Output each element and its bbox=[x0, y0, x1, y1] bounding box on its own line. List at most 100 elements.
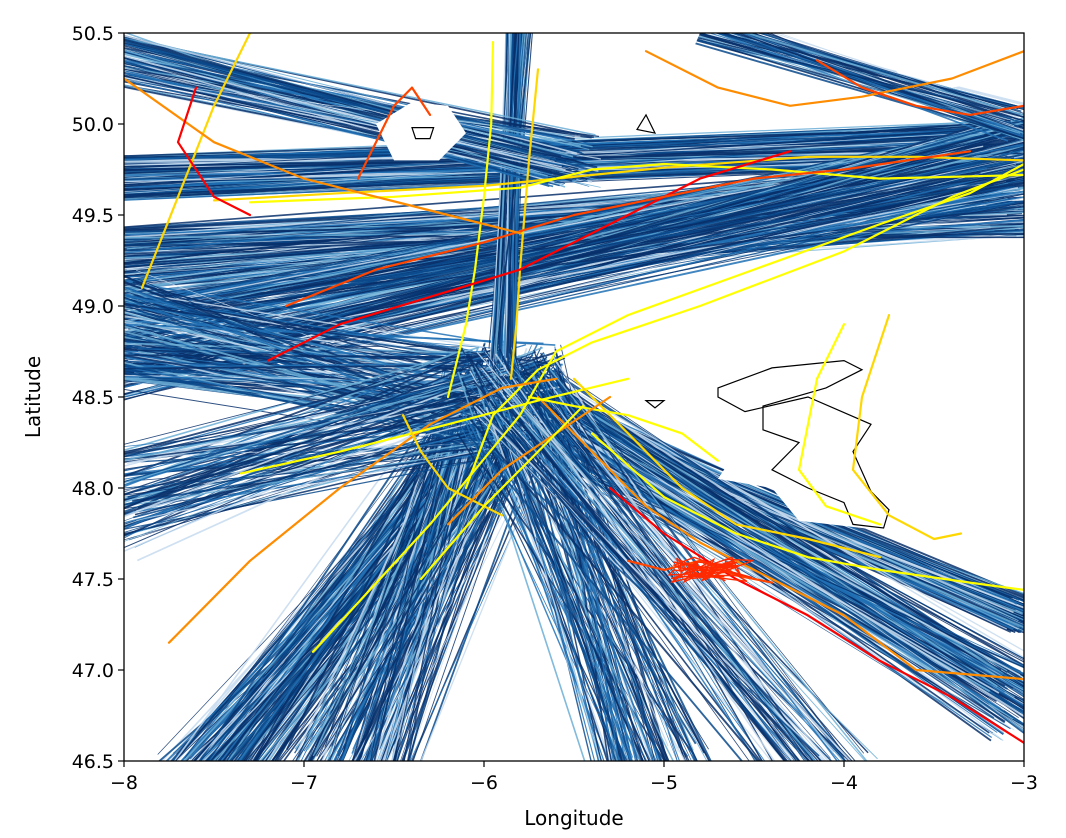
background-track bbox=[513, 33, 521, 367]
background-track bbox=[763, 33, 1024, 114]
highlight-track bbox=[140, 33, 252, 289]
background-track bbox=[476, 436, 820, 757]
background-track bbox=[473, 380, 786, 761]
highlight-track bbox=[167, 377, 558, 644]
y-axis: 46.5 47.0 47.5 48.0 48.5 49.0 49.5 50.0 50.5 bbox=[72, 23, 124, 773]
background-track bbox=[506, 33, 514, 359]
x-tick-label: −6 bbox=[470, 772, 498, 794]
background-track bbox=[509, 392, 758, 761]
highlight-track bbox=[284, 150, 972, 308]
background-track bbox=[124, 435, 545, 535]
background-track bbox=[124, 372, 483, 483]
background-track bbox=[508, 353, 600, 761]
background-track bbox=[124, 175, 993, 318]
background-track bbox=[538, 423, 878, 760]
background-track bbox=[124, 380, 500, 515]
background-track bbox=[124, 388, 522, 538]
background-track bbox=[461, 378, 620, 761]
background-track bbox=[384, 423, 471, 761]
highlight-track bbox=[464, 168, 1024, 490]
highlight-track bbox=[536, 395, 1024, 681]
background-track bbox=[124, 425, 519, 541]
highlight-track bbox=[176, 86, 252, 217]
background-track bbox=[124, 410, 506, 461]
y-axis-label: Latitude bbox=[21, 356, 45, 438]
lizard-coast bbox=[636, 113, 657, 134]
highlight-track bbox=[401, 414, 504, 517]
background-track bbox=[459, 424, 622, 761]
background-track bbox=[124, 389, 501, 457]
background-track bbox=[708, 33, 1024, 133]
background-track bbox=[498, 33, 525, 357]
background-track bbox=[134, 431, 470, 516]
y-tick-label: 48.0 bbox=[72, 478, 114, 500]
background-track bbox=[487, 367, 1024, 660]
background-track bbox=[136, 420, 478, 512]
background-track bbox=[124, 55, 566, 171]
y-tick-label: 50.0 bbox=[72, 114, 114, 136]
background-track bbox=[535, 403, 800, 761]
y-tick-label: 49.5 bbox=[72, 205, 114, 227]
background-track bbox=[124, 300, 543, 395]
background-track bbox=[124, 74, 599, 172]
background-track bbox=[505, 388, 817, 761]
background-track bbox=[124, 357, 566, 549]
highlight-track bbox=[239, 377, 630, 475]
background-track bbox=[124, 38, 562, 158]
background-track bbox=[527, 396, 798, 761]
highlight-track bbox=[527, 395, 720, 462]
background-track bbox=[494, 33, 513, 363]
background-track bbox=[494, 398, 631, 761]
background-track bbox=[466, 415, 760, 761]
y-tick-label: 48.5 bbox=[72, 387, 114, 409]
background-track bbox=[135, 445, 501, 521]
x-tick-label: −3 bbox=[1010, 772, 1038, 794]
background-track bbox=[533, 415, 791, 761]
highlight-track bbox=[446, 395, 612, 526]
background-track bbox=[510, 433, 833, 761]
background-track bbox=[491, 439, 605, 761]
highlight-track bbox=[797, 323, 882, 526]
scilly-isles bbox=[411, 126, 435, 140]
highlight-track bbox=[419, 405, 585, 581]
background-track bbox=[507, 435, 811, 761]
x-tick-label: −7 bbox=[290, 772, 318, 794]
background-track bbox=[738, 33, 1024, 104]
background-track bbox=[461, 412, 611, 761]
highlight-track bbox=[572, 377, 882, 559]
y-tick-label: 46.5 bbox=[72, 751, 114, 773]
ushant-island bbox=[644, 400, 666, 409]
background-track bbox=[124, 69, 555, 162]
background-track bbox=[124, 362, 472, 369]
background-track bbox=[308, 401, 479, 761]
background-track bbox=[124, 58, 555, 184]
background-track bbox=[496, 33, 532, 352]
highlight-track bbox=[446, 41, 495, 399]
background-track bbox=[124, 323, 544, 345]
background-track bbox=[124, 370, 538, 453]
background-track bbox=[748, 33, 1024, 135]
y-tick-label: 49.0 bbox=[72, 296, 114, 318]
background-track bbox=[540, 385, 806, 761]
background-track bbox=[124, 156, 1024, 316]
background-track bbox=[124, 295, 473, 352]
background-track bbox=[341, 426, 461, 761]
water-gap-devon bbox=[862, 33, 1024, 88]
background-track bbox=[554, 422, 811, 758]
highlight-tracks-layer bbox=[124, 33, 1024, 744]
highlight-track bbox=[590, 432, 1024, 591]
highlight-track bbox=[667, 556, 754, 584]
y-tick-label: 47.0 bbox=[72, 660, 114, 682]
background-track bbox=[124, 311, 514, 421]
background-track bbox=[475, 405, 851, 761]
background-track bbox=[124, 364, 517, 518]
background-track bbox=[124, 438, 550, 507]
highlight-track bbox=[626, 559, 774, 584]
background-track bbox=[494, 33, 509, 364]
background-track bbox=[124, 360, 538, 484]
background-track bbox=[124, 364, 478, 370]
background-track bbox=[124, 356, 468, 445]
background-track bbox=[505, 437, 625, 761]
background-track bbox=[312, 403, 473, 757]
